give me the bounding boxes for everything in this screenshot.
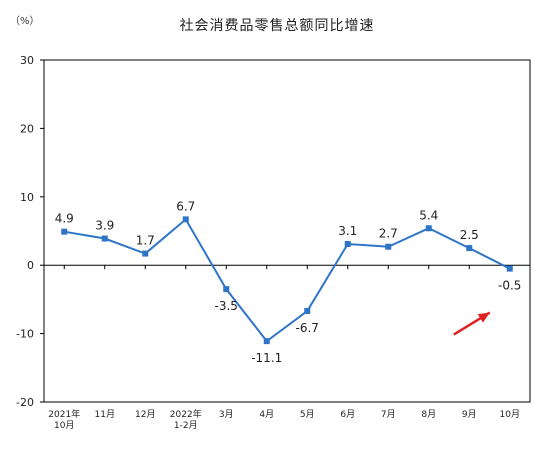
y-tick-label: 0	[27, 259, 34, 272]
data-point	[425, 225, 432, 232]
x-tick-label: 11月	[95, 409, 115, 420]
data-point	[223, 286, 230, 293]
x-tick-label: 6月	[340, 409, 355, 420]
x-tick-label-line: 1-2月	[174, 420, 198, 431]
chart-marks: 4.9 3.9 1.7 6.7 -3.5 -11.1 -6.7 3.1 2.7 5.4 2.5 -0.…	[55, 199, 522, 365]
x-tick-label-line: 3月	[219, 409, 234, 420]
x-tick-label: 9月	[462, 409, 477, 420]
x-tick-label: 3月	[219, 409, 234, 420]
data-point	[344, 240, 351, 247]
x-tick-label-line: 2022年	[170, 408, 202, 420]
x-tick-label: 4月	[259, 409, 274, 420]
x-tick-label: 8月	[421, 409, 436, 420]
data-point	[304, 308, 311, 315]
y-tick-label: -10	[16, 328, 34, 341]
x-tick-label-line: 9月	[462, 409, 477, 420]
data-label: 1.7	[136, 234, 155, 248]
data-point	[142, 250, 149, 257]
y-tick-label: 10	[20, 191, 34, 204]
data-point	[263, 338, 270, 345]
data-label: 2.7	[379, 227, 398, 241]
data-label: 3.9	[95, 219, 114, 233]
x-tick-label-line: 10月	[54, 420, 74, 431]
data-label: 3.1	[338, 224, 357, 238]
data-label: 4.9	[55, 212, 74, 226]
y-tick-label: -20	[16, 396, 34, 409]
data-point	[385, 243, 392, 250]
chart-title: 社会消费品零售总额同比增速	[179, 18, 375, 34]
x-tick-label: 2021年 10月	[48, 408, 80, 431]
data-point	[101, 235, 108, 242]
x-tick-label: 10月	[500, 409, 520, 420]
y-tick-label: 30	[20, 54, 34, 67]
data-label: -6.7	[296, 321, 319, 335]
data-point	[466, 245, 473, 252]
x-tick-label: 5月	[300, 409, 315, 420]
x-tick-label-line: 10月	[500, 409, 520, 420]
x-tick-label-line: 2021年	[48, 408, 80, 420]
x-tick-label-line: 4月	[259, 409, 274, 420]
x-tick-label: 2022年 1-2月	[170, 408, 202, 431]
plot-frame	[43, 59, 531, 403]
x-tick-label: 7月	[381, 409, 396, 420]
series-line	[64, 217, 511, 343]
y-tick-label: 20	[20, 122, 34, 135]
data-point	[182, 216, 189, 223]
x-tick-label: 12月	[135, 409, 155, 420]
annotation-arrow-head	[477, 312, 490, 323]
x-tick-label-line: 11月	[95, 409, 115, 420]
x-tick-label-line: 12月	[135, 409, 155, 420]
data-label: -11.1	[251, 351, 282, 365]
x-tick-label-line: 6月	[340, 409, 355, 420]
x-tick-label-line: 8月	[421, 409, 436, 420]
data-label: -3.5	[215, 299, 238, 313]
x-tick-label-line: 5月	[300, 409, 315, 420]
data-label: -0.5	[498, 279, 521, 293]
data-point	[61, 228, 68, 235]
x-tick-label-line: 7月	[381, 409, 396, 420]
data-label: 6.7	[176, 199, 195, 213]
data-point	[506, 265, 513, 272]
y-axis-unit-label: （%）	[10, 16, 40, 27]
data-label: 2.5	[460, 228, 479, 242]
data-label: 5.4	[419, 208, 438, 222]
